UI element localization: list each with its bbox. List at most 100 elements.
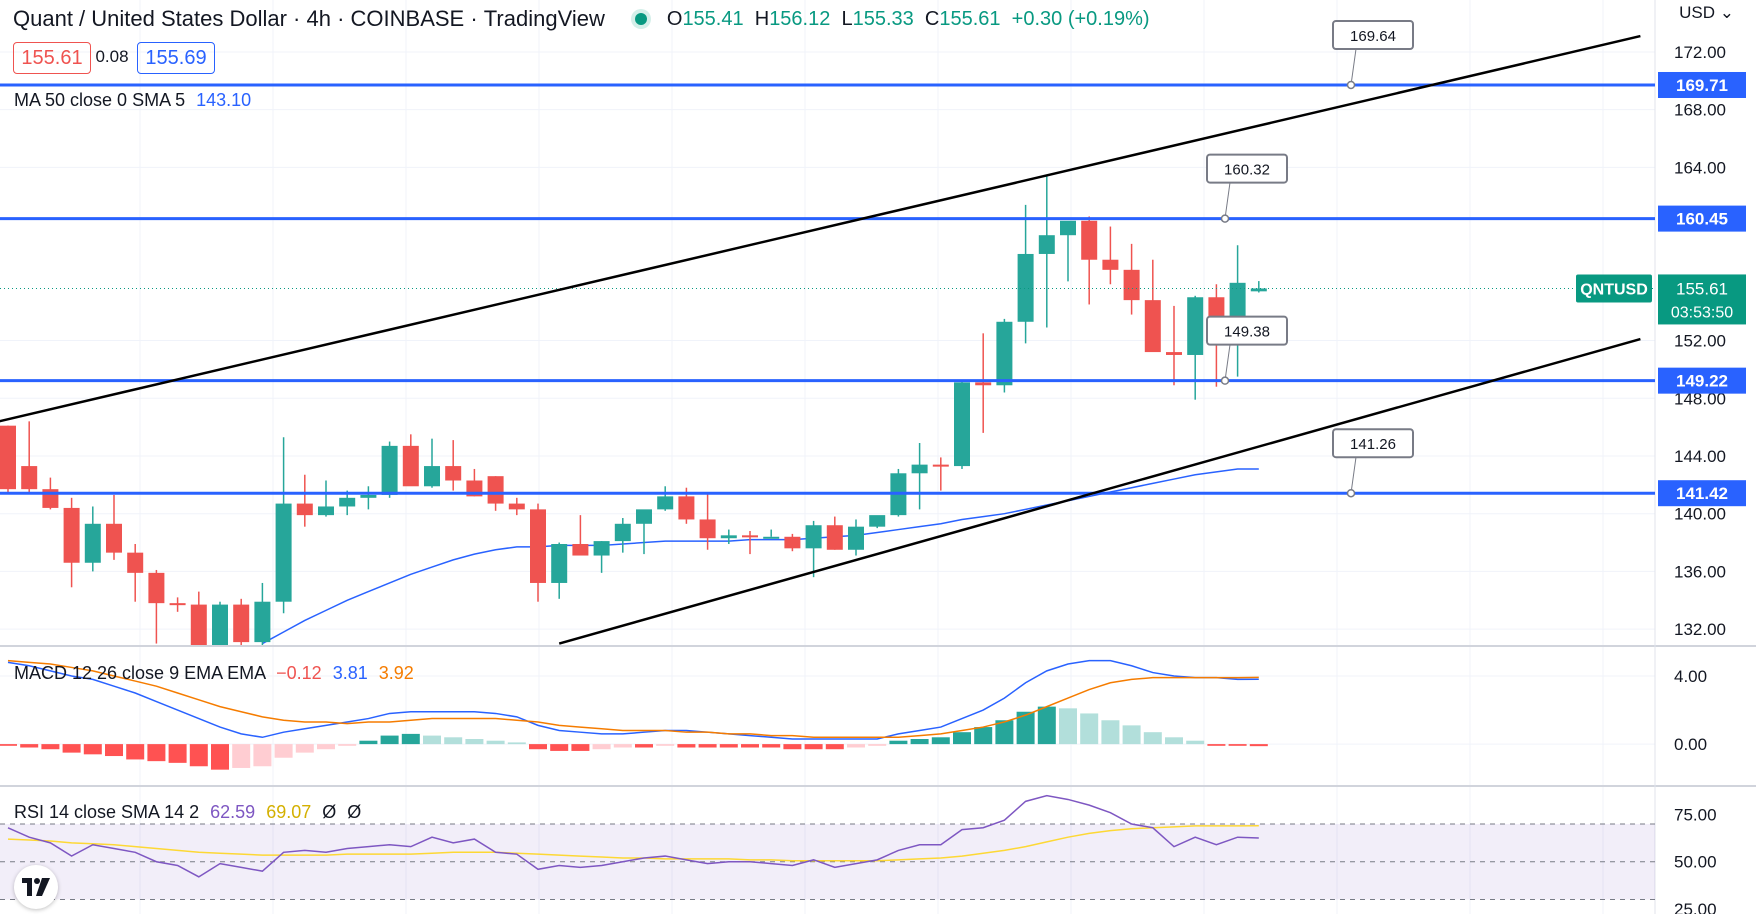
macd-histogram-bar	[953, 732, 971, 745]
price-tick-label: 164.00	[1674, 158, 1726, 177]
candle-body	[593, 541, 610, 556]
candle-body	[84, 523, 101, 563]
macd-legend[interactable]: MACD 12 26 close 9 EMA EMA −0.12 3.81 3.…	[14, 663, 414, 684]
macd-histogram-bar	[656, 744, 675, 746]
candle-body	[720, 535, 737, 539]
macd-histogram-bar	[719, 744, 738, 748]
callout-pointer	[1224, 344, 1231, 381]
callout-anchor	[1220, 214, 1230, 223]
macd-line	[7, 659, 1259, 740]
macd-histogram-bar	[211, 744, 229, 770]
candle-body	[508, 503, 525, 510]
price-tick-label: 136.00	[1674, 562, 1726, 581]
macd-histogram-bar	[889, 740, 908, 745]
macd-histogram-bar	[698, 744, 717, 748]
candle-body	[190, 604, 207, 645]
symbol-tag-text: QNTUSD	[1580, 281, 1648, 298]
macd-histogram-bar	[359, 740, 378, 745]
countdown-text: 03:53:50	[1671, 304, 1733, 321]
sell-button[interactable]: 155.61	[13, 42, 91, 74]
callout-anchor	[1220, 376, 1230, 385]
interval-label[interactable]: 4h	[306, 6, 331, 31]
callout-anchor	[1346, 80, 1356, 90]
candle-body	[763, 536, 780, 539]
callout-pointer	[1350, 457, 1357, 494]
candle	[190, 591, 207, 645]
candle	[1229, 245, 1246, 377]
candle-body	[1102, 259, 1119, 270]
macd-histogram-bar	[1228, 744, 1247, 746]
candle	[0, 425, 16, 494]
last-price-tag	[1658, 274, 1746, 325]
rsi-ma-line	[7, 824, 1259, 862]
macd-histogram-bar	[423, 735, 441, 745]
change-value: +0.30 (+0.19%)	[1011, 7, 1150, 30]
candle-body	[1081, 220, 1098, 260]
macd-tick-label: 4.00	[1674, 667, 1707, 686]
candle	[106, 494, 122, 560]
macd-histogram-bar	[1143, 732, 1162, 745]
macd-histogram-bar	[83, 744, 102, 755]
candle-body	[911, 464, 928, 474]
macd-histogram-bar	[444, 737, 463, 745]
trendline-upper-channel	[0, 34, 1641, 423]
rsi-extra-2: Ø	[347, 802, 362, 822]
macd-histogram-bar	[847, 744, 865, 748]
candle-body	[784, 536, 801, 549]
level-price-text: 160.45	[1676, 210, 1728, 229]
symbol-name[interactable]: Quant / United States Dollar	[13, 6, 287, 31]
candle	[63, 497, 80, 588]
price-tick-label: 168.00	[1674, 101, 1726, 120]
macd-histogram-bar	[550, 744, 569, 751]
candle	[169, 597, 186, 612]
candle	[954, 380, 970, 469]
candle-body	[21, 466, 38, 490]
currency-selector[interactable]: USD ⌄	[1679, 3, 1734, 23]
macd-value: 3.81	[332, 663, 368, 683]
buy-button[interactable]: 155.69	[137, 42, 215, 74]
callout-box	[1332, 428, 1414, 459]
candle-body	[678, 496, 695, 520]
candle	[699, 492, 716, 550]
candle	[424, 438, 440, 488]
candle	[593, 541, 610, 573]
candle-body	[657, 496, 674, 510]
candle-body	[318, 506, 334, 516]
candle	[381, 441, 398, 498]
tradingview-logo-icon[interactable]	[14, 865, 58, 909]
macd-signal-line	[7, 659, 1259, 739]
macd-histogram-bar	[380, 735, 399, 745]
candle	[805, 520, 822, 578]
candle	[1144, 259, 1161, 353]
macd-histogram-bar	[910, 739, 929, 745]
ma-legend[interactable]: MA 50 close 0 SMA 5 143.10	[14, 90, 251, 111]
candle-body	[424, 466, 440, 487]
candle	[826, 516, 843, 550]
candle-body	[530, 509, 546, 583]
rsi-line	[7, 794, 1259, 878]
candle	[848, 519, 864, 556]
candle	[84, 506, 101, 572]
candle-body	[699, 519, 716, 539]
candle	[148, 569, 165, 644]
ma50-line	[262, 468, 1259, 645]
macd-histogram-bar	[995, 720, 1014, 745]
price-tick-label: 144.00	[1674, 447, 1726, 466]
candle-body	[1017, 253, 1034, 322]
open-value: 155.41	[682, 7, 744, 30]
macd-hist-value: −0.12	[276, 663, 322, 683]
macd-histogram-bar	[1122, 725, 1141, 745]
main-pane	[0, 19, 1655, 645]
candle	[657, 486, 674, 511]
macd-tick-label: 0.00	[1674, 735, 1707, 754]
close-value: 155.61	[939, 7, 1001, 30]
macd-histogram-bar	[62, 744, 81, 753]
candle-body	[805, 525, 822, 549]
macd-signal-value: 3.92	[378, 663, 414, 683]
candle-body	[1250, 288, 1267, 292]
candle	[445, 440, 462, 491]
rsi-legend[interactable]: RSI 14 close SMA 14 2 62.59 69.07 Ø Ø	[14, 802, 361, 823]
open-label: O	[666, 7, 683, 30]
macd-histogram-bar	[592, 744, 611, 750]
